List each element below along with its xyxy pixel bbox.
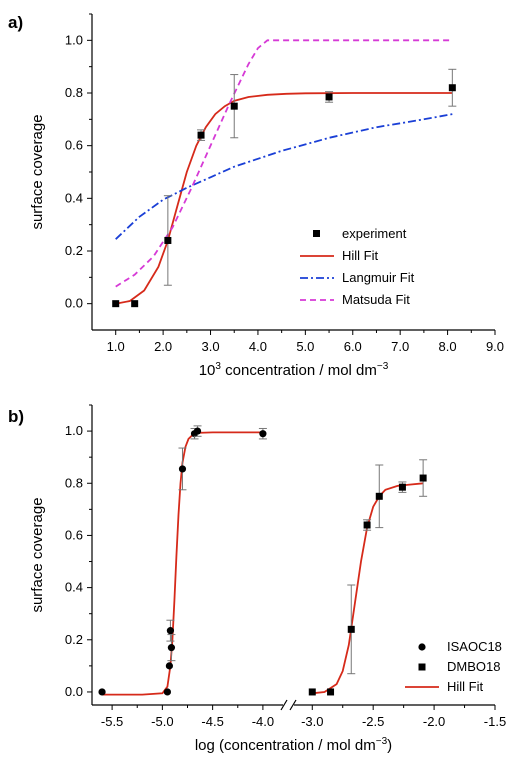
panel-b-legend-label: DMBO18 (447, 659, 500, 674)
panel-b-label: b) (8, 407, 24, 426)
panel-a-x-tick-label: 6.0 (344, 339, 362, 354)
panel-a-legend-label: Hill Fit (342, 248, 378, 263)
panel-b-y-tick-label: 1.0 (65, 423, 83, 438)
panel-b-isaoc18-point (193, 427, 202, 435)
panel-b-legend-marker (418, 643, 426, 651)
panel-a-x-tick-label: 5.0 (296, 339, 314, 354)
panel-a-experiment-point (325, 93, 333, 101)
panel-b-x-tick-label: -5.0 (151, 714, 173, 729)
panel-b-dmbo18-point (398, 483, 406, 491)
panel-a-series-1-line (115, 92, 453, 305)
panel-b-x-tick-label: -4.5 (201, 714, 223, 729)
panel-b-x-tick-label: -3.0 (301, 714, 323, 729)
panel-b-hill-fit-line-3 (312, 482, 424, 695)
panel-a-y-tick-label: 0.2 (65, 243, 83, 258)
panel-b-dmbo18-point (363, 521, 371, 529)
panel-a-x-tick-label: 1.0 (107, 339, 125, 354)
panel-b-dmbo18-point (347, 625, 355, 633)
panel-a-x-tick-label: 4.0 (249, 339, 267, 354)
panel-b-y-tick-label: 0.0 (65, 684, 83, 699)
panel-b-isaoc18-point (259, 430, 267, 438)
panel-a-legend-label: Matsuda Fit (342, 292, 410, 307)
panel-a-x-tick-label: 9.0 (486, 339, 504, 354)
panel-a-series-3-line (115, 39, 453, 288)
panel-a-series-2-line (115, 113, 453, 240)
panel-b-isaoc18-point (178, 465, 187, 473)
panel-b-legend-label: ISAOC18 (447, 639, 502, 654)
panel-a-y-tick-label: 0.8 (65, 85, 83, 100)
panel-b-axis-break-mark (280, 699, 288, 711)
panel-b-axis-break-mark (289, 699, 297, 711)
panel-b-dmbo18-point (375, 492, 383, 500)
panel-a-x-tick-label: 8.0 (439, 339, 457, 354)
panel-b-y-tick-label: 0.2 (65, 632, 83, 647)
panel-b-dmbo18-point (308, 688, 316, 696)
panel-b-x-tick-label: -4.0 (252, 714, 274, 729)
panel-a-y-axis-title: surface coverage (29, 114, 46, 229)
panel-b-x-tick-label: -1.5 (484, 714, 506, 729)
panel-b-x-axis-title: log (concentration / mol dm−3) (195, 736, 392, 754)
panel-b-y-tick-label: 0.4 (65, 580, 83, 595)
panel-b-isaoc18-point (98, 688, 106, 696)
panel-b-dmbo18-point (419, 474, 427, 482)
panel-a-x-tick-label: 2.0 (154, 339, 172, 354)
panel-a-label: a) (8, 13, 23, 32)
panel-a-experiment-point (230, 102, 238, 110)
panel-a-x-tick-label: 7.0 (391, 339, 409, 354)
panel-a-x-axis-title: 103 concentration / mol dm−3 (199, 361, 389, 379)
panel-b-x-tick-label: -5.5 (101, 714, 123, 729)
panel-a-legend-label: experiment (342, 226, 407, 241)
panel-b-y-axis-title: surface coverage (29, 497, 46, 612)
panel-b-x-tick-label: -2.0 (423, 714, 445, 729)
panel-a-experiment-point (112, 300, 120, 308)
panel-a-legend-label: Langmuir Fit (342, 270, 415, 285)
panel-b-isaoc18-point (167, 644, 176, 652)
panel-b-x-tick-label: -2.5 (362, 714, 384, 729)
panel-b-isaoc18-point (165, 662, 174, 670)
panel-a-y-tick-label: 0.4 (65, 190, 83, 205)
panel-a-experiment-point (197, 131, 205, 139)
panel-a-y-tick-label: 1.0 (65, 32, 83, 47)
panel-a-x-tick-label: 3.0 (201, 339, 219, 354)
panel-b-isaoc18-point (163, 688, 171, 696)
panel-b-y-tick-label: 0.8 (65, 475, 83, 490)
panel-b-isaoc18-point (166, 627, 175, 635)
panel-a-y-tick-label: 0.0 (65, 296, 83, 311)
panel-b-legend-marker (418, 663, 426, 671)
panel-a-experiment-point (164, 236, 172, 244)
panel-b-legend-label: Hill Fit (447, 679, 483, 694)
panel-a-experiment-point (131, 300, 139, 308)
panel-b-y-tick-label: 0.6 (65, 527, 83, 542)
panel-a-experiment-point (448, 84, 456, 92)
panel-a-legend-marker (313, 230, 320, 237)
panel-b-dmbo18-point (327, 688, 335, 696)
panel-a-y-tick-label: 0.6 (65, 138, 83, 153)
